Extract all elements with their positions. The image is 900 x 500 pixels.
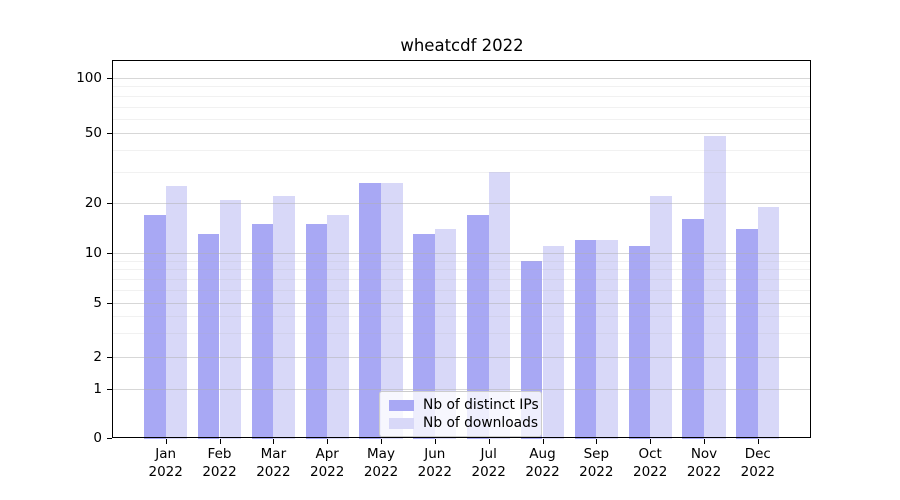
gridline-minor	[113, 172, 810, 174]
bar-distinct-ips	[682, 219, 704, 439]
y-tick-label: 2	[93, 348, 102, 365]
gridline-minor	[113, 333, 810, 335]
legend-item-downloads: Nb of downloads	[389, 415, 538, 431]
x-tick-label: Nov 2022	[686, 446, 722, 480]
y-tick-mark	[107, 203, 112, 205]
bar-downloads	[488, 172, 511, 439]
y-tick-mark	[107, 78, 112, 79]
legend-swatch-distinct-ips-icon	[389, 399, 414, 411]
x-tick-mark	[219, 439, 221, 444]
y-tick-label: 20	[84, 195, 102, 212]
x-tick-label: Apr 2022	[310, 446, 345, 480]
bar-distinct-ips	[251, 224, 274, 439]
gridline-minor	[113, 118, 810, 120]
legend-label-distinct-ips: Nb of distinct IPs	[423, 397, 539, 413]
x-tick-label: May 2022	[363, 446, 399, 480]
bar-distinct-ips	[467, 215, 489, 439]
bar-distinct-ips	[144, 215, 166, 439]
y-tick-label: 50	[84, 125, 102, 142]
legend-item-distinct-ips: Nb of distinct IPs	[389, 397, 539, 413]
bar-downloads	[434, 229, 457, 439]
x-tick-mark	[327, 439, 329, 444]
bar-downloads	[542, 246, 565, 439]
bar-distinct-ips	[197, 234, 220, 439]
bar-distinct-ips	[736, 229, 758, 439]
gridline-minor	[113, 290, 810, 292]
bar-distinct-ips	[574, 240, 597, 439]
gridline-minor	[113, 86, 810, 88]
bar-downloads	[219, 199, 242, 439]
gridline-major	[113, 389, 810, 391]
y-tick-mark	[107, 389, 112, 391]
x-tick-label: Oct 2022	[633, 446, 668, 480]
x-tick-mark	[542, 439, 544, 444]
bar-distinct-ips	[359, 183, 381, 439]
x-tick-mark	[165, 439, 167, 444]
x-tick-mark	[757, 439, 759, 444]
y-tick-label: 10	[84, 245, 102, 262]
gridline-major	[113, 203, 810, 205]
y-tick-mark	[107, 356, 112, 358]
x-tick-mark	[488, 439, 490, 444]
x-tick-mark	[273, 439, 275, 444]
gridline-minor	[113, 106, 810, 108]
y-tick-mark	[107, 253, 112, 255]
legend-swatch-downloads-icon	[389, 417, 414, 429]
bar-distinct-ips	[305, 224, 328, 439]
bar-downloads	[165, 186, 188, 439]
bar-downloads	[704, 136, 726, 439]
x-tick-mark	[434, 439, 436, 444]
bar-downloads	[327, 215, 349, 439]
gridline-major	[113, 303, 810, 305]
bar-distinct-ips	[628, 246, 651, 439]
gridline-minor	[113, 279, 810, 280]
bar-downloads	[273, 196, 296, 439]
y-tick-label: 100	[76, 70, 102, 86]
x-tick-label: Aug 2022	[525, 446, 560, 480]
x-tick-label: Mar 2022	[256, 446, 291, 480]
gridline-major	[113, 356, 810, 358]
x-tick-label: Jun 2022	[417, 446, 452, 480]
x-tick-mark	[381, 439, 382, 444]
gridline-major	[113, 78, 810, 79]
y-tick-mark	[107, 133, 112, 135]
x-tick-mark	[596, 439, 598, 444]
gridline-minor	[113, 95, 810, 97]
x-tick-label: Jul 2022	[471, 446, 506, 480]
bar-downloads	[596, 240, 618, 439]
bar-downloads	[757, 207, 780, 439]
y-tick-mark	[107, 303, 112, 305]
bar-downloads	[381, 183, 403, 439]
gridline-minor	[113, 269, 810, 271]
bar-downloads	[650, 196, 672, 439]
y-tick-label: 0	[93, 430, 102, 447]
y-tick-label: 5	[93, 295, 102, 312]
gridline-minor	[113, 316, 810, 318]
chart-title: wheatcdf 2022	[400, 36, 524, 55]
x-tick-label: Dec 2022	[740, 446, 775, 480]
y-tick-label: 1	[93, 381, 102, 398]
gridline-major	[113, 133, 810, 135]
x-tick-label: Jan 2022	[148, 446, 183, 480]
legend-label-downloads: Nb of downloads	[423, 415, 539, 431]
legend: Nb of distinct IPs Nb of downloads	[379, 391, 542, 437]
bar-distinct-ips	[413, 234, 435, 439]
gridline-minor	[113, 260, 810, 262]
gridline-minor	[113, 150, 810, 152]
gridline-major	[113, 253, 810, 255]
x-tick-label: Feb 2022	[202, 446, 237, 480]
x-tick-mark	[650, 439, 652, 444]
x-tick-mark	[704, 439, 705, 444]
y-tick-mark	[107, 438, 112, 440]
x-tick-label: Sep 2022	[579, 446, 614, 480]
